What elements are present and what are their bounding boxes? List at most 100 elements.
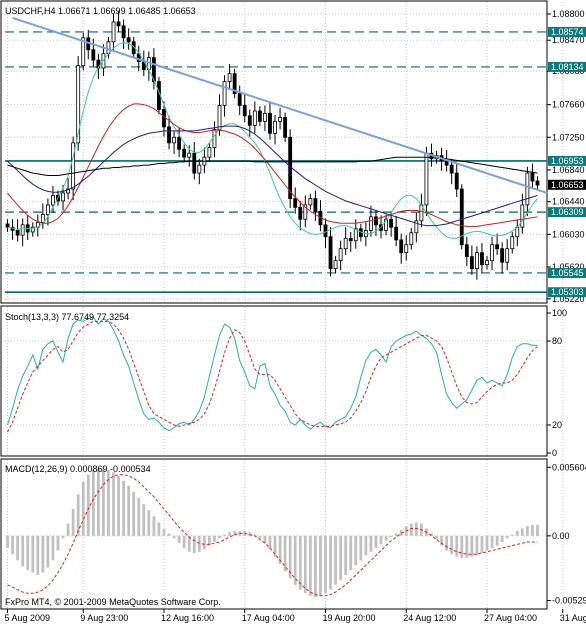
candle-body — [237, 93, 242, 106]
macd-histogram-bar — [273, 535, 277, 557]
current-price-tag-text: 1.06653 — [551, 180, 584, 190]
macd-histogram-bar — [86, 474, 90, 536]
stochastic-title: Stoch(13,3,3) 77.6749 77.3254 — [5, 312, 129, 322]
y-tick-label: 0.00 — [552, 531, 570, 541]
moving-average-line — [7, 103, 538, 227]
macd-histogram-bar — [192, 535, 196, 553]
price-level-tag — [548, 61, 586, 72]
candle-body — [121, 25, 126, 39]
y-tick-label: 1.06840 — [552, 165, 585, 175]
macd-histogram-bar — [152, 516, 156, 536]
candle-body — [343, 237, 348, 250]
candle-body — [449, 164, 454, 174]
x-tick-label: 27 Aug 04:00 — [484, 613, 537, 623]
candle-body — [151, 57, 156, 82]
y-tick-label: 80 — [552, 336, 562, 346]
y-tick-label: 1.05620 — [552, 262, 585, 272]
y-tick-label: -0.005293 — [552, 596, 586, 606]
y-tick-label: 1.06440 — [552, 197, 585, 207]
y-tick-label: 1.07250 — [552, 132, 585, 142]
macd-histogram-bar — [218, 535, 221, 539]
x-tick-label: 12 Aug 16:00 — [161, 613, 214, 623]
candle-body — [268, 113, 272, 134]
macd-histogram-bar — [56, 535, 60, 551]
macd-title: MACD(12,26,9) 0.000869 -0.000534 — [5, 464, 151, 474]
candle-body — [500, 248, 505, 263]
candle-body — [490, 244, 494, 262]
candle-body — [76, 65, 81, 144]
candle-body — [399, 239, 404, 254]
candle-body — [293, 198, 298, 208]
candle-body — [111, 21, 116, 43]
stochastic-panel[interactable] — [0, 305, 548, 457]
price-level-tag — [548, 26, 586, 37]
macd-histogram-bar — [268, 535, 272, 550]
macd-histogram-bar — [6, 535, 9, 549]
x-tick-label: 31 Aug 20:00 — [560, 613, 586, 623]
candle-body — [263, 113, 267, 122]
current-price-tag — [548, 179, 586, 190]
macd-histogram-bar — [157, 522, 161, 536]
macd-histogram-bar — [480, 535, 484, 553]
x-tick-label: 19 Aug 20:00 — [322, 613, 375, 623]
candle-body — [81, 37, 86, 67]
macd-histogram-bar — [167, 533, 171, 536]
macd-histogram-bar — [314, 535, 317, 597]
candle-body — [116, 21, 121, 27]
macd-histogram-bar — [470, 535, 474, 557]
candle-body — [374, 216, 378, 226]
macd-histogram-bar — [485, 535, 489, 551]
candle-body — [308, 198, 313, 206]
candle-body — [303, 204, 308, 220]
macd-histogram-bar — [147, 510, 151, 536]
candle-body — [187, 152, 192, 158]
stochastic-main-line — [7, 316, 538, 432]
candle-body — [495, 244, 500, 250]
macd-histogram-bar — [465, 535, 469, 558]
candle-body — [464, 244, 469, 258]
candle-body — [227, 73, 232, 82]
macd-histogram-bar — [46, 535, 50, 568]
candle-body — [40, 214, 45, 223]
price-level-tag — [548, 287, 586, 298]
x-tick-label: 17 Aug 04:00 — [242, 613, 295, 623]
macd-histogram-bar — [455, 535, 459, 557]
candle-body — [333, 260, 338, 269]
candle-body — [459, 188, 464, 246]
macd-histogram-bar — [258, 535, 262, 539]
macd-histogram-bar — [263, 535, 267, 544]
macd-histogram-bar — [354, 535, 358, 566]
candle-body — [530, 172, 535, 182]
candle-body — [384, 218, 388, 231]
macd-histogram-bar — [500, 535, 504, 542]
price-level-tag-text: 1.06309 — [551, 207, 584, 217]
candle-body — [222, 81, 227, 106]
macd-histogram-bar — [233, 530, 237, 536]
candle-body — [207, 147, 212, 158]
main-chart-title: USDCHF,H4 1.06671 1.06699 1.06485 1.0665… — [5, 6, 196, 16]
candle-body — [389, 218, 394, 228]
macd-histogram-bar — [379, 535, 383, 545]
macd-histogram-bar — [26, 535, 30, 571]
candle-body — [45, 204, 50, 215]
candle-body — [394, 226, 399, 241]
macd-histogram-bar — [278, 535, 282, 564]
macd-histogram-bar — [364, 535, 368, 556]
macd-histogram-bar — [142, 504, 146, 536]
price-level-tag-text: 1.08574 — [551, 27, 584, 37]
macd-histogram-bar — [293, 535, 297, 585]
macd-histogram-bar — [536, 524, 539, 536]
macd-histogram-bar — [162, 528, 166, 536]
macd-histogram-bar — [334, 535, 337, 585]
y-tick-label: 100 — [552, 308, 567, 318]
macd-histogram-bar — [505, 535, 509, 539]
candle-body — [535, 180, 540, 186]
macd-histogram-bar — [490, 535, 494, 549]
macd-histogram-bar — [223, 534, 226, 536]
candle-body — [91, 49, 96, 61]
candle-body — [520, 204, 525, 228]
candle-body — [505, 248, 510, 263]
macd-histogram-bar — [319, 535, 322, 596]
macd-histogram-bar — [61, 535, 65, 539]
